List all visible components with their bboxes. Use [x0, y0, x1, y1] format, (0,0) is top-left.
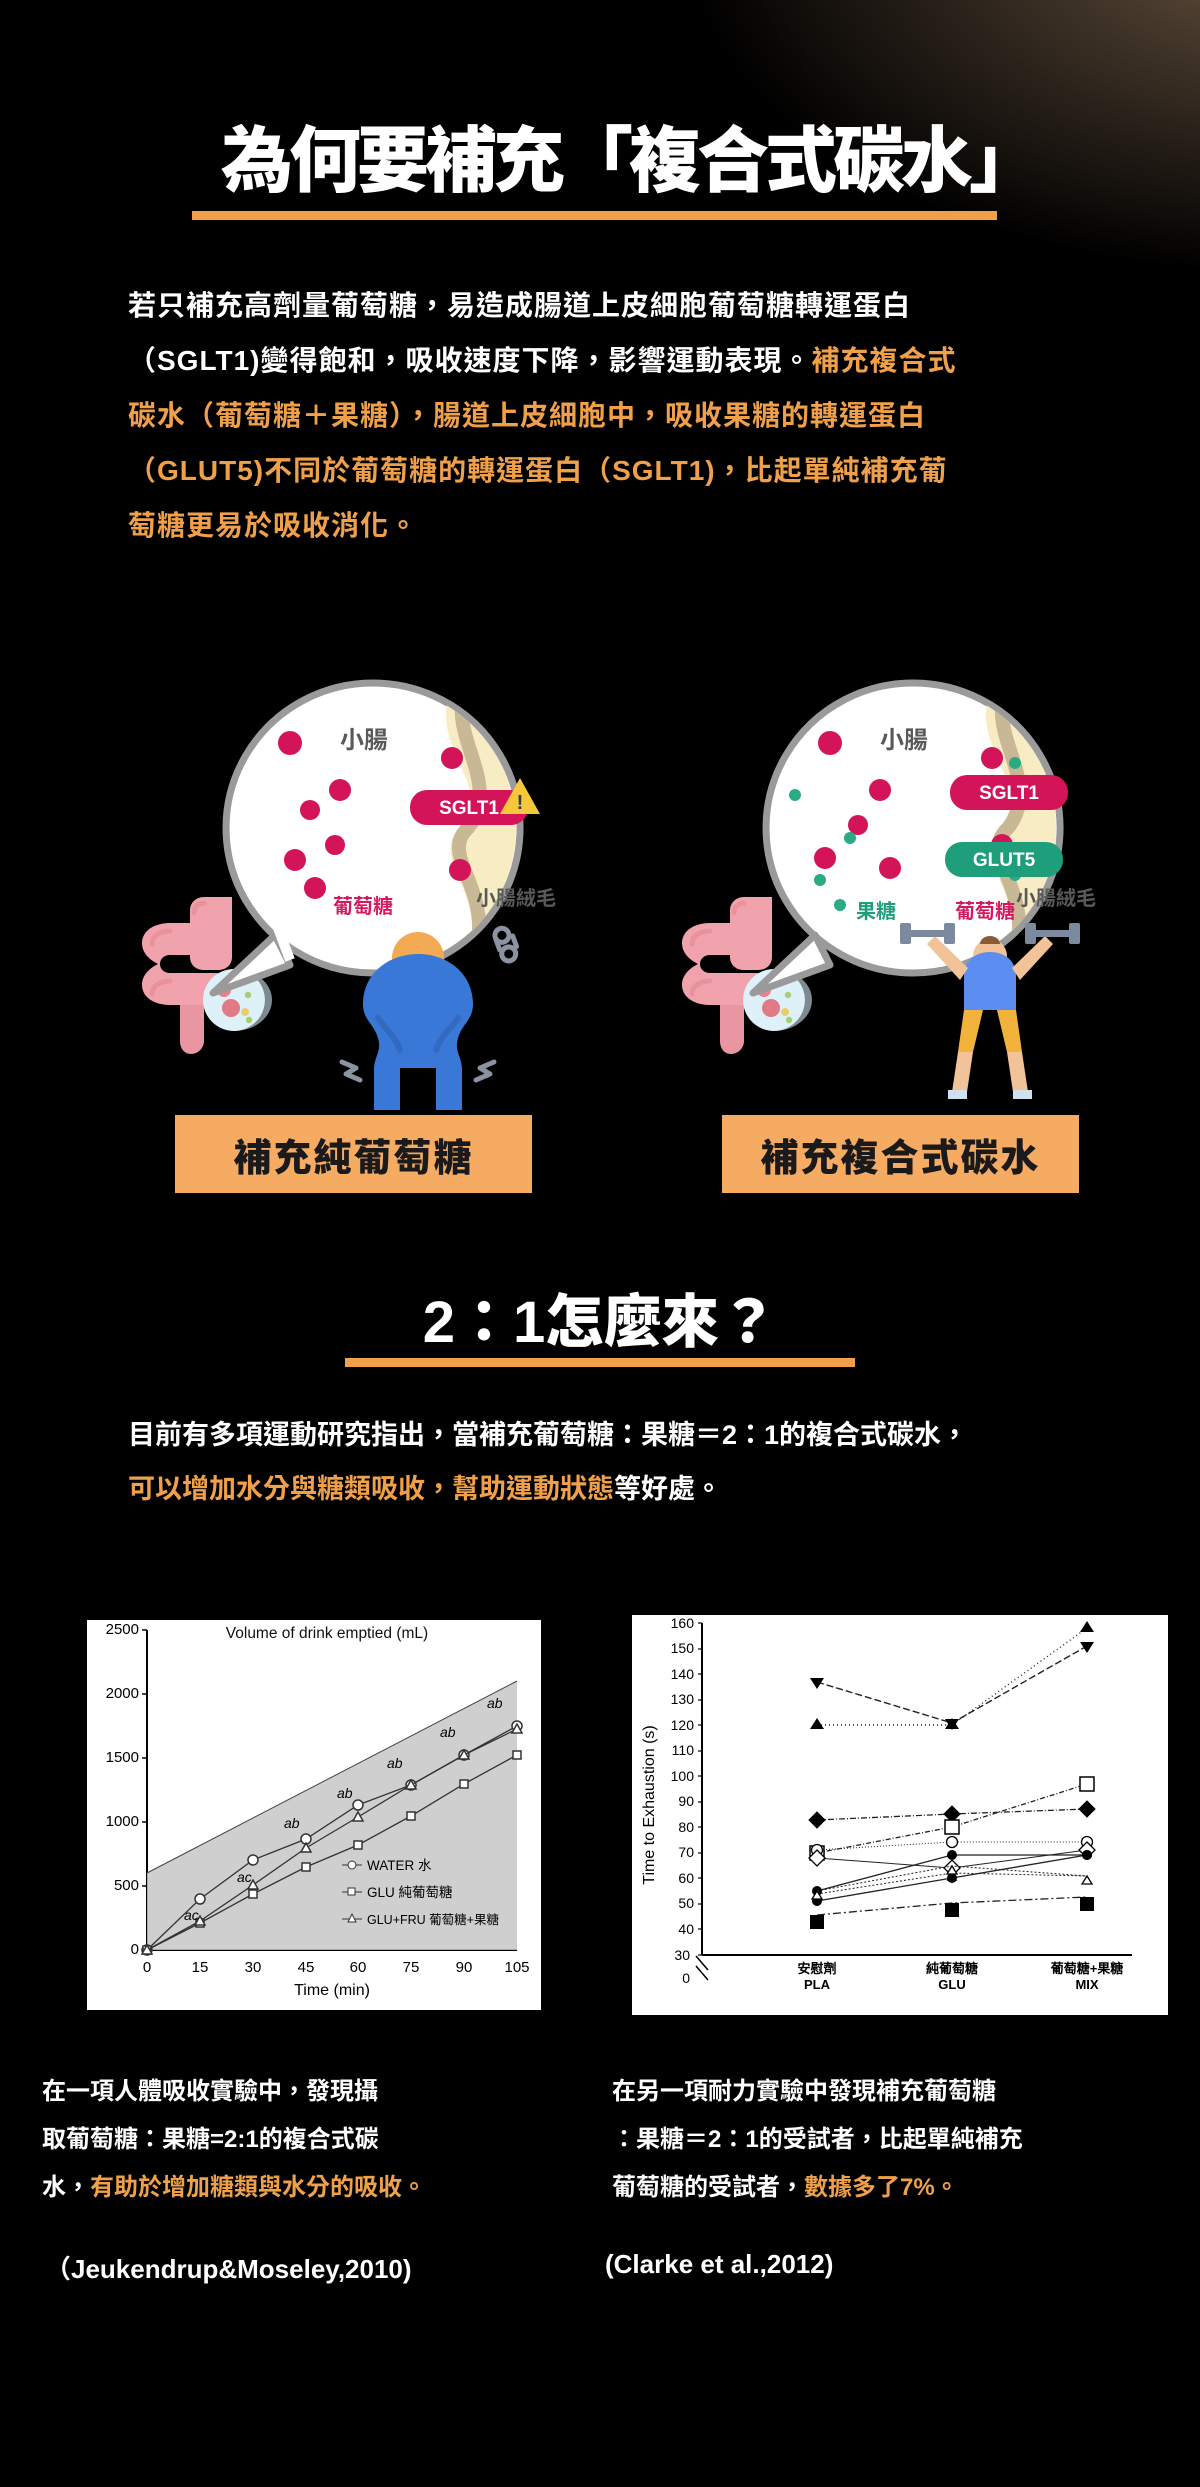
svg-text:30: 30 — [674, 1947, 690, 1963]
svg-text:75: 75 — [403, 1959, 420, 1976]
svg-text:2000: 2000 — [106, 1685, 139, 1702]
svg-text:30: 30 — [245, 1959, 262, 1976]
svg-text:80: 80 — [678, 1819, 694, 1835]
svg-text:MIX: MIX — [1075, 1977, 1098, 1992]
svg-text:小腸: 小腸 — [340, 720, 388, 755]
svg-text:15: 15 — [192, 1959, 209, 1976]
svg-text:0: 0 — [143, 1959, 151, 1976]
svg-text:120: 120 — [671, 1717, 695, 1733]
svg-text:100: 100 — [671, 1768, 695, 1784]
svg-text:140: 140 — [671, 1666, 695, 1682]
svg-text:小腸絨毛: 小腸絨毛 — [476, 882, 556, 911]
svg-text:1000: 1000 — [106, 1813, 139, 1830]
svg-text:90: 90 — [678, 1793, 694, 1809]
svg-text:!: ! — [517, 792, 524, 814]
svg-text:110: 110 — [672, 1742, 695, 1758]
svg-text:GLUT5: GLUT5 — [973, 850, 1036, 871]
svg-text:60: 60 — [678, 1870, 694, 1886]
svg-text:葡萄糖: 葡萄糖 — [955, 895, 1015, 924]
svg-text:PLA: PLA — [804, 1977, 831, 1992]
svg-text:40: 40 — [678, 1921, 694, 1937]
svg-text:果糖: 果糖 — [856, 895, 896, 924]
svg-text:ac: ac — [184, 1907, 199, 1923]
svg-text:ab: ab — [284, 1815, 300, 1831]
svg-text:1500: 1500 — [106, 1749, 139, 1766]
svg-text:葡萄糖+果糖: 葡萄糖+果糖 — [1050, 1961, 1124, 1976]
svg-text:ab: ab — [387, 1755, 403, 1771]
svg-text:葡萄糖: 葡萄糖 — [333, 890, 393, 919]
svg-text:Time to Exhaustion (s): Time to Exhaustion (s) — [641, 1725, 658, 1884]
svg-text:105: 105 — [504, 1959, 529, 1976]
svg-text:150: 150 — [671, 1640, 695, 1656]
svg-text:WATER 水: WATER 水 — [367, 1858, 432, 1873]
svg-text:500: 500 — [114, 1877, 139, 1894]
svg-text:50: 50 — [678, 1895, 694, 1911]
svg-text:130: 130 — [671, 1691, 695, 1707]
svg-text:GLU: GLU — [938, 1977, 965, 1992]
svg-text:GLU+FRU 葡萄糖+果糖: GLU+FRU 葡萄糖+果糖 — [367, 1912, 499, 1927]
svg-text:0: 0 — [682, 1970, 690, 1986]
svg-text:GLU 純葡萄糖: GLU 純葡萄糖 — [367, 1885, 453, 1900]
svg-text:45: 45 — [298, 1959, 315, 1976]
svg-text:SGLT1: SGLT1 — [439, 798, 499, 819]
svg-text:60: 60 — [350, 1959, 367, 1976]
svg-text:0: 0 — [131, 1941, 139, 1958]
svg-text:小腸: 小腸 — [880, 720, 928, 755]
svg-text:ab: ab — [337, 1785, 353, 1801]
svg-text:160: 160 — [671, 1615, 695, 1631]
svg-text:小腸絨毛: 小腸絨毛 — [1016, 882, 1096, 911]
svg-text:安慰劑: 安慰劑 — [797, 1961, 836, 1976]
svg-text:Time (min): Time (min) — [294, 1982, 370, 1999]
svg-text:SGLT1: SGLT1 — [979, 783, 1039, 804]
svg-text:90: 90 — [456, 1959, 473, 1976]
svg-text:2500: 2500 — [106, 1621, 139, 1638]
svg-text:純葡萄糖: 純葡萄糖 — [926, 1961, 978, 1976]
svg-text:ac: ac — [237, 1869, 252, 1885]
svg-text:ab: ab — [440, 1724, 456, 1740]
svg-text:ab: ab — [487, 1695, 503, 1711]
svg-text:70: 70 — [678, 1844, 694, 1860]
svg-text:Volume of drink emptied (mL): Volume of drink emptied (mL) — [226, 1625, 428, 1642]
